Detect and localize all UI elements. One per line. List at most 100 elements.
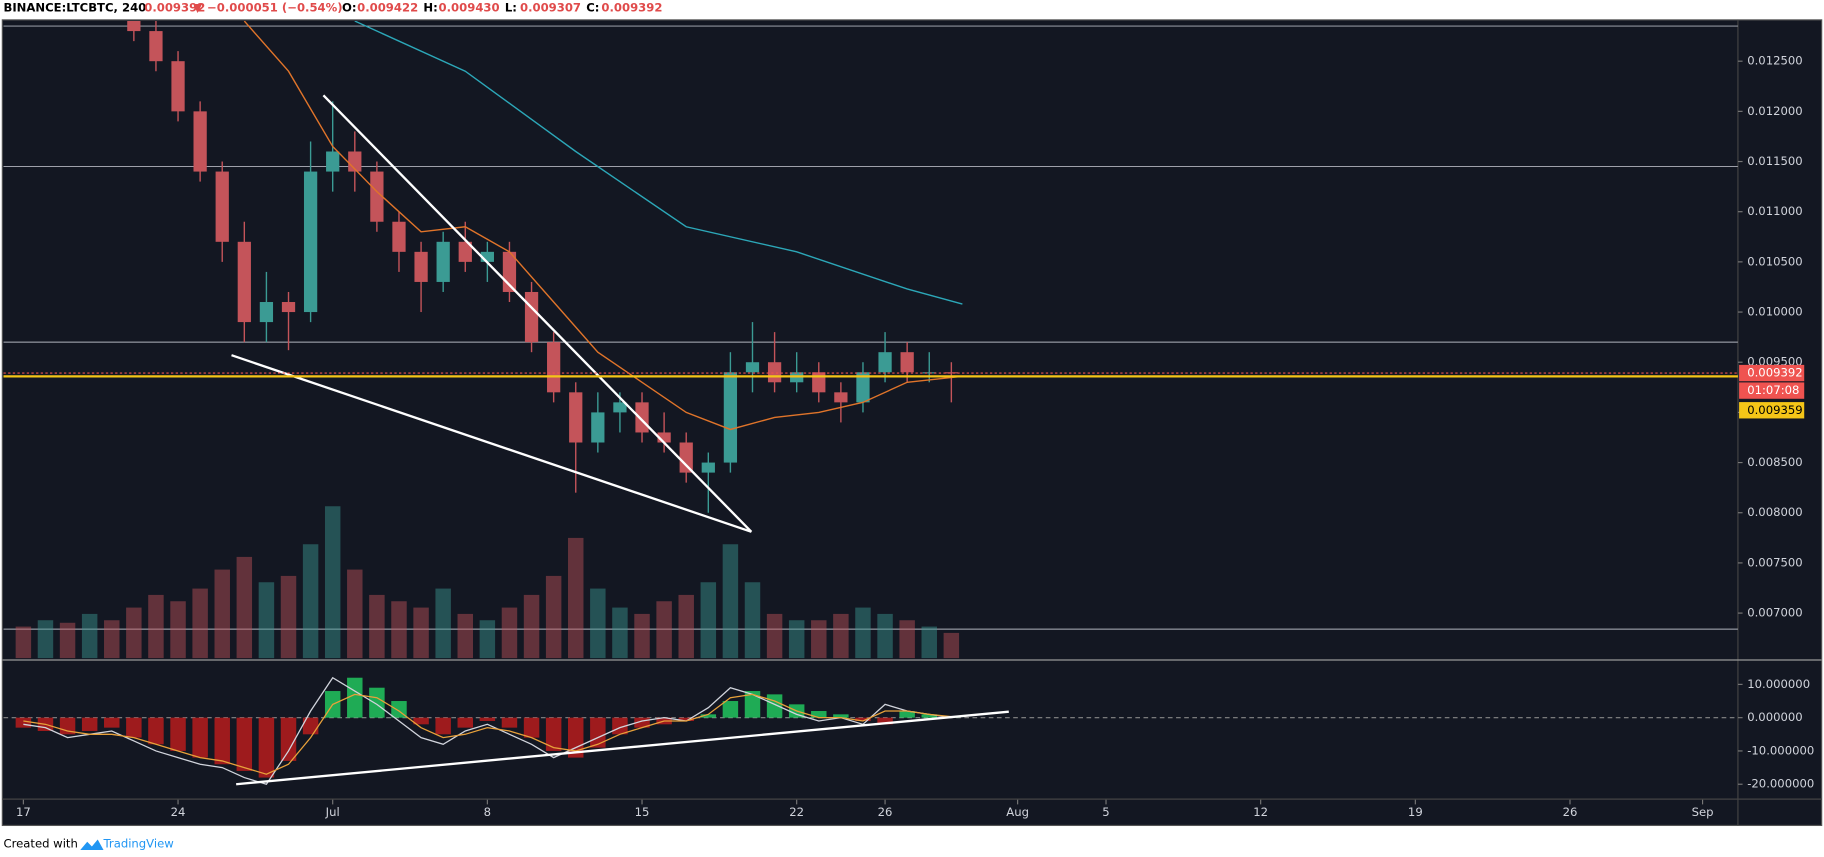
volume-bar <box>15 626 32 659</box>
volume-bar <box>435 588 451 659</box>
volume-bar <box>590 588 606 659</box>
candle-body <box>458 241 472 262</box>
candle-body <box>171 61 185 112</box>
volume-bar <box>678 594 694 659</box>
osc-histogram-bar <box>700 714 717 718</box>
volume-bar <box>104 620 120 659</box>
volume-bar <box>369 594 385 659</box>
volume-bar <box>921 626 937 659</box>
x-tick-label: 17 <box>16 805 31 819</box>
trendline <box>322 94 753 533</box>
moving-average <box>243 21 963 431</box>
volume-bar <box>634 613 650 659</box>
osc-histogram-bar <box>634 717 650 728</box>
osc-y-tick-label: 0.000000 <box>1747 710 1802 724</box>
ohlc-value: 0.009392 <box>601 1 662 15</box>
osc-histogram-bar <box>479 717 496 721</box>
volume-bar <box>324 506 341 659</box>
candle-body <box>414 251 428 282</box>
ohlc-label: O: <box>342 1 357 15</box>
osc-histogram-bar <box>258 717 275 778</box>
osc-histogram-bar <box>214 717 230 765</box>
candle-body <box>149 31 163 62</box>
y-tick-label: 0.008000 <box>1747 505 1802 519</box>
volume-bar <box>523 594 540 659</box>
volume-bar <box>722 544 739 659</box>
x-tick-label: 24 <box>171 805 186 819</box>
volume-bar <box>833 613 849 659</box>
volume-bar <box>700 582 717 659</box>
volume-bar <box>501 607 518 659</box>
osc-histogram-bar <box>545 717 562 751</box>
candle-body <box>944 372 958 374</box>
candle-body <box>767 362 782 383</box>
volume-bar <box>126 607 142 659</box>
footer-brand[interactable]: TradingView <box>103 837 175 851</box>
candle-body <box>524 291 539 343</box>
volume-bar <box>943 632 960 659</box>
volume-bar <box>192 588 208 659</box>
ohlc-value: 0.009307 <box>520 1 581 15</box>
osc-histogram-bar <box>722 701 739 718</box>
osc-histogram-bar <box>811 711 827 718</box>
volume-bar <box>302 544 319 659</box>
trendline <box>231 354 752 533</box>
candle-body <box>679 442 693 473</box>
footer-text: Created with <box>3 837 77 851</box>
symbol: BINANCE:LTCBTC, 240 <box>3 1 146 15</box>
osc-histogram-bar <box>170 717 186 751</box>
x-tick-label: Aug <box>1006 805 1029 819</box>
candle-body <box>193 111 207 172</box>
osc-histogram-bar <box>104 717 120 728</box>
oscillator-pane <box>3 676 1738 786</box>
osc-trendline <box>236 710 1009 786</box>
osc-histogram-bar <box>280 717 297 761</box>
volume-bar <box>479 620 496 659</box>
x-tick-label: 8 <box>484 805 491 819</box>
volume-bar <box>148 594 164 659</box>
ohlc-label: L: <box>505 1 517 15</box>
last-price-box <box>1739 364 1805 382</box>
header: BINANCE:LTCBTC, 240 0.009392 ▼ −0.000051… <box>3 1 662 15</box>
candle-body <box>635 402 649 433</box>
price-pane <box>3 21 1738 659</box>
x-tick-label: 26 <box>1563 805 1578 819</box>
volume-bar <box>744 582 761 659</box>
y-tick-label: 0.010500 <box>1747 254 1802 268</box>
osc-histogram-bar <box>302 717 319 735</box>
volume-bar <box>656 601 672 659</box>
volume-bar <box>877 613 893 659</box>
x-tick-label: 5 <box>1102 805 1109 819</box>
volume-bar <box>788 620 805 659</box>
candle-body <box>834 392 848 403</box>
osc-histogram-bar <box>501 717 518 728</box>
osc-histogram-bar <box>678 717 694 721</box>
y-tick-label: 0.007500 <box>1747 555 1802 569</box>
osc-histogram-bar <box>744 691 761 718</box>
volume-bar <box>766 613 783 659</box>
candle-body <box>569 392 583 443</box>
candle-body <box>922 372 936 374</box>
osc-histogram-bar <box>766 694 783 718</box>
candle-body <box>856 372 870 403</box>
osc-histogram-bar <box>435 717 451 735</box>
candle-body <box>326 151 340 172</box>
volume-bar <box>236 556 253 659</box>
ohlc-value: 0.009430 <box>439 1 500 15</box>
down-arrow: ▼ <box>193 1 202 15</box>
candle-body <box>480 251 494 262</box>
osc-histogram-bar <box>81 717 98 731</box>
volume-bar <box>811 620 827 659</box>
osc-histogram-bar <box>347 677 363 718</box>
osc-histogram-bar <box>921 714 937 718</box>
ohlc-value: 0.009422 <box>357 1 418 15</box>
y-tick-label: 0.010000 <box>1747 305 1802 319</box>
volume-bar <box>214 569 230 659</box>
osc-histogram-bar <box>590 717 606 748</box>
countdown: 01:07:08 <box>1747 383 1799 397</box>
osc-histogram-bar <box>369 687 385 718</box>
osc-histogram-bar <box>855 717 871 721</box>
y-tick-label: 0.007000 <box>1747 606 1802 620</box>
volume-bar <box>545 575 562 659</box>
